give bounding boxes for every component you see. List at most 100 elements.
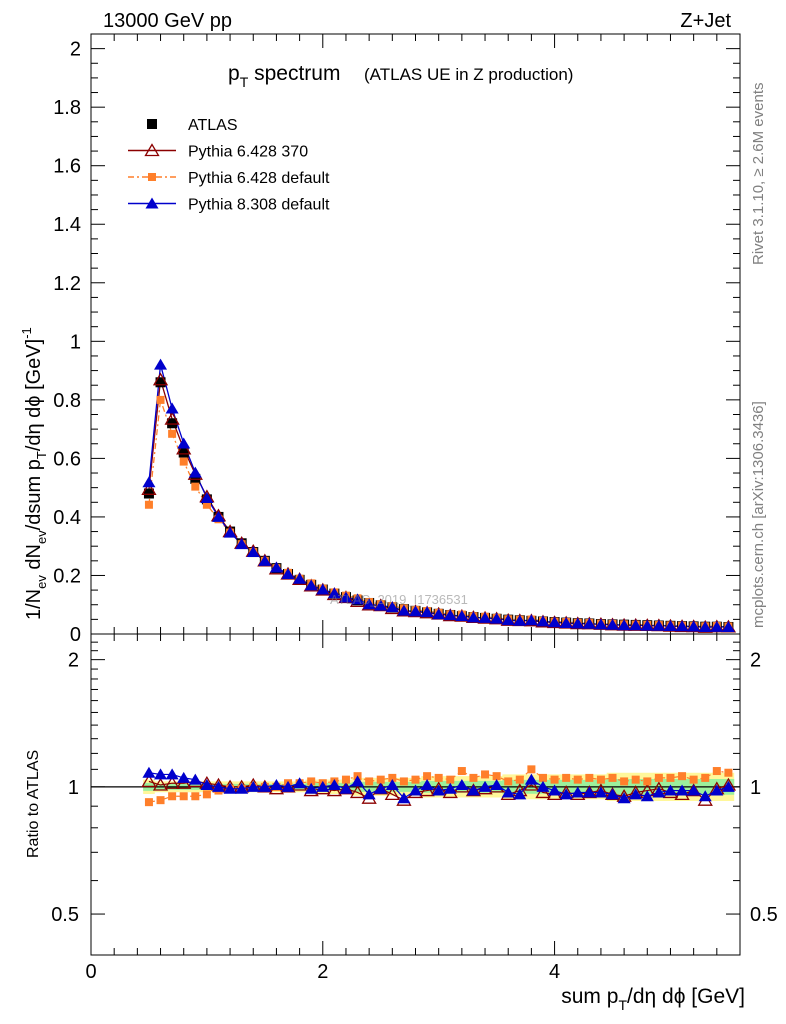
series-3-point [258, 554, 272, 566]
ratio-2-point [562, 773, 571, 782]
ratio-3-point [374, 782, 388, 794]
series-3-point [617, 619, 631, 631]
series-3-point [304, 579, 318, 591]
x-tick-label: 0 [85, 961, 96, 983]
ratio-3-point [698, 790, 712, 802]
ratio-3-point [409, 784, 422, 796]
ratio-3-point [154, 768, 168, 780]
series-2-point [191, 482, 200, 491]
series-3-point [177, 437, 191, 449]
series-line-3 [148, 364, 729, 628]
ratio-2-point [492, 772, 501, 781]
ratio-3-point [513, 788, 527, 800]
series-3-point [478, 611, 492, 623]
ratio-y-tick-label: 2 [68, 650, 79, 672]
ratio-3-point [629, 788, 643, 800]
ratio-2-point [399, 777, 408, 786]
series-line-1 [148, 379, 729, 628]
ratio-2-point [654, 773, 663, 782]
mcplots-label: mcplots.cern.ch [arXiv:1306.3436] [750, 401, 767, 628]
ratio-2-point [573, 775, 582, 784]
ratio-3-point [420, 779, 434, 791]
legend-entry: Pythia 8.308 default [128, 197, 330, 214]
ratio-2-point [376, 775, 385, 784]
series-2-point [202, 500, 211, 509]
series-3-point [640, 619, 654, 631]
ratio-2-point [527, 765, 536, 774]
series-3-point [154, 358, 168, 370]
ratio-3-point [281, 780, 295, 792]
ratio-3-point [524, 773, 538, 785]
ratio-3-point [687, 784, 701, 796]
ratio-3-point [269, 779, 283, 791]
ratio-2-point [666, 773, 675, 782]
series-3-point [327, 587, 341, 599]
ratio-y-tick-label-right: 2 [750, 650, 761, 672]
ratio-2-point [550, 775, 559, 784]
ratio-3-point [235, 782, 249, 794]
ratio-2-point [724, 768, 733, 777]
header-right: Z+Jet [680, 10, 731, 32]
ratio-3-point [142, 766, 156, 778]
legend-marker [145, 197, 159, 209]
series-3-point [142, 476, 156, 488]
ratio-3-point [675, 784, 689, 796]
series-3-point [223, 526, 237, 538]
series-2-point [168, 429, 177, 438]
series-3-point [362, 598, 376, 610]
atlas-point [155, 377, 166, 388]
series-3-point [721, 620, 735, 632]
ratio-2-point [701, 773, 710, 782]
series-3-point [524, 614, 538, 626]
atlas-point [143, 488, 154, 499]
series-3-point [490, 612, 504, 624]
axis-ticks: 0 2 4 0 0.2 0.4 0.6 0.8 1 1.2 1.4 1.6 1.8 2 0.5 0.5 1 1 2 2 [51, 33, 778, 983]
series-3-point [582, 617, 596, 629]
ratio-3-point [385, 779, 399, 791]
ratio-3-point [501, 786, 515, 798]
series-3-point [663, 619, 677, 631]
series-3-point [548, 616, 562, 628]
series-3-point [559, 617, 573, 629]
legend-marker [148, 173, 156, 181]
ratio-3-point [640, 790, 654, 802]
ratio-3-point [339, 782, 353, 794]
ratio-3-point [606, 788, 620, 800]
ratio-2-point [411, 775, 420, 784]
ratio-y-label: Ratio to ATLAS [25, 750, 42, 858]
ratio-1-point [141, 774, 157, 788]
ratio-2-point [585, 773, 594, 782]
series-3-point [501, 614, 515, 626]
series-3-point [466, 611, 480, 623]
ratio-1-point [349, 785, 366, 799]
legend-label: Pythia 6.428 370 [188, 144, 308, 161]
ratio-y-tick-label: 0.5 [51, 904, 79, 926]
ratio-2-point [469, 773, 478, 782]
y-tick-label: 2 [70, 39, 81, 61]
atlas-point [178, 447, 189, 458]
ratio-3-point [571, 786, 585, 798]
ratio-2-point [202, 790, 211, 799]
legend-label: Pythia 8.308 default [188, 197, 330, 214]
x-axis-label: sum pT/dη dϕ [GeV] [561, 985, 745, 1013]
ratio-3-point [663, 784, 677, 796]
y-tick-label: 0.4 [53, 507, 81, 529]
series-3-point [397, 604, 411, 616]
ratio-2-point [168, 792, 177, 801]
ratio-3-point [316, 780, 330, 792]
series-3-point [188, 466, 202, 478]
ratio-3-point [721, 780, 735, 792]
ratio-2-point [596, 775, 605, 784]
ratio-3-point [536, 780, 550, 792]
ratio-y-tick-label-right: 1 [750, 777, 761, 799]
ratio-3-point [200, 779, 214, 791]
ratio-3-point [211, 780, 225, 792]
ratio-2-point [179, 792, 188, 801]
ratio-2-point [712, 767, 721, 776]
series-1-point [164, 411, 180, 425]
ratio-2-point [689, 775, 698, 784]
series-3-point [652, 619, 666, 631]
series-3-point [443, 609, 457, 621]
ratio-2-point [423, 772, 432, 781]
